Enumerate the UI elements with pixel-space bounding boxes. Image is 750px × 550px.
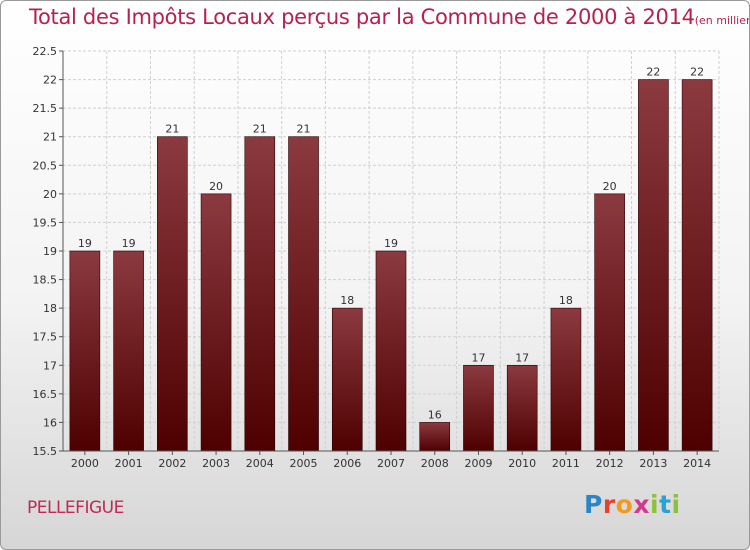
logo-letter: P xyxy=(584,490,603,519)
bar xyxy=(594,193,625,452)
y-tick-label: 15.5 xyxy=(33,445,58,458)
logo-letter: i xyxy=(671,490,681,519)
bar xyxy=(113,250,144,452)
chart-title-text: Total des Impôts Locaux perçus par la Co… xyxy=(29,5,695,29)
data-label: 19 xyxy=(384,237,398,250)
chart-unit: (en milliers d'€) xyxy=(694,14,749,27)
logo-letter: r xyxy=(602,490,616,519)
x-tick-label: 2004 xyxy=(246,457,274,470)
data-label: 22 xyxy=(690,66,704,79)
axes: 15.5 16 16.5 17 17.5 18 18.5 19 19.5 20 20.5 21 21.5… xyxy=(33,45,719,470)
data-label: 19 xyxy=(122,237,136,250)
x-tick-label: 2006 xyxy=(333,457,361,470)
bar xyxy=(244,136,276,452)
y-tick-label: 16.5 xyxy=(33,388,58,401)
data-label: 21 xyxy=(253,123,267,136)
bar xyxy=(200,193,232,452)
data-label: 18 xyxy=(559,294,573,307)
logo-letter: x xyxy=(633,490,650,519)
x-tick-label: 2013 xyxy=(639,457,667,470)
data-label: 21 xyxy=(165,123,179,136)
data-label: 20 xyxy=(603,180,617,193)
data-labels: 19 19 21 20 21 21 18 19 16 17 17 18 20 22 22 xyxy=(78,66,704,422)
x-tick-label: 2001 xyxy=(115,457,143,470)
chart-title: Total des Impôts Locaux perçus par la Co… xyxy=(29,5,749,29)
x-tick-label: 2014 xyxy=(683,457,711,470)
logo-letter: o xyxy=(615,490,634,519)
bar xyxy=(550,307,582,452)
x-tick-label: 2005 xyxy=(290,457,318,470)
y-tick-label: 17.5 xyxy=(33,331,58,344)
bar xyxy=(419,422,451,452)
bar xyxy=(69,250,101,452)
x-tick-label: 2000 xyxy=(71,457,99,470)
data-label: 17 xyxy=(515,351,529,364)
bar xyxy=(506,364,538,452)
commune-name: PELLEFIGUE xyxy=(27,498,124,518)
data-label: 18 xyxy=(340,294,354,307)
bar xyxy=(288,136,319,452)
x-tick-label: 2003 xyxy=(202,457,230,470)
data-label: 17 xyxy=(471,351,485,364)
logo-letter: i xyxy=(650,490,660,519)
y-tick-label: 21 xyxy=(43,131,57,144)
bar xyxy=(681,79,713,452)
y-tick-label: 16 xyxy=(43,416,57,429)
data-label: 22 xyxy=(646,66,660,79)
x-tick-label: 2007 xyxy=(377,457,405,470)
x-tick-label: 2012 xyxy=(596,457,624,470)
y-tick-label: 19.5 xyxy=(33,216,58,229)
data-label: 19 xyxy=(78,237,92,250)
x-tick-label: 2010 xyxy=(508,457,536,470)
data-label: 16 xyxy=(428,408,442,421)
x-tick-label: 2002 xyxy=(158,457,186,470)
bar xyxy=(375,250,407,452)
proxiti-logo: Proxiti xyxy=(584,490,681,519)
data-label: 21 xyxy=(297,123,311,136)
y-tick-label: 18 xyxy=(43,302,57,315)
data-label: 20 xyxy=(209,180,223,193)
x-tick-label: 2008 xyxy=(421,457,449,470)
y-tick-label: 22 xyxy=(43,74,57,87)
bar xyxy=(463,364,494,452)
y-tick-label: 20 xyxy=(43,188,57,201)
bars xyxy=(69,79,713,452)
x-tick-label: 2011 xyxy=(552,457,580,470)
y-tick-label: 18.5 xyxy=(33,274,58,287)
x-tick-label: 2009 xyxy=(464,457,492,470)
y-tick-label: 21.5 xyxy=(33,102,58,115)
bar xyxy=(157,136,188,452)
logo-letter: t xyxy=(659,490,672,519)
y-tick-label: 22.5 xyxy=(33,45,58,58)
bar xyxy=(638,79,669,452)
y-tick-label: 17 xyxy=(43,359,57,372)
y-tick-label: 19 xyxy=(43,245,57,258)
y-tick-label: 20.5 xyxy=(33,159,58,172)
bar xyxy=(331,307,363,452)
